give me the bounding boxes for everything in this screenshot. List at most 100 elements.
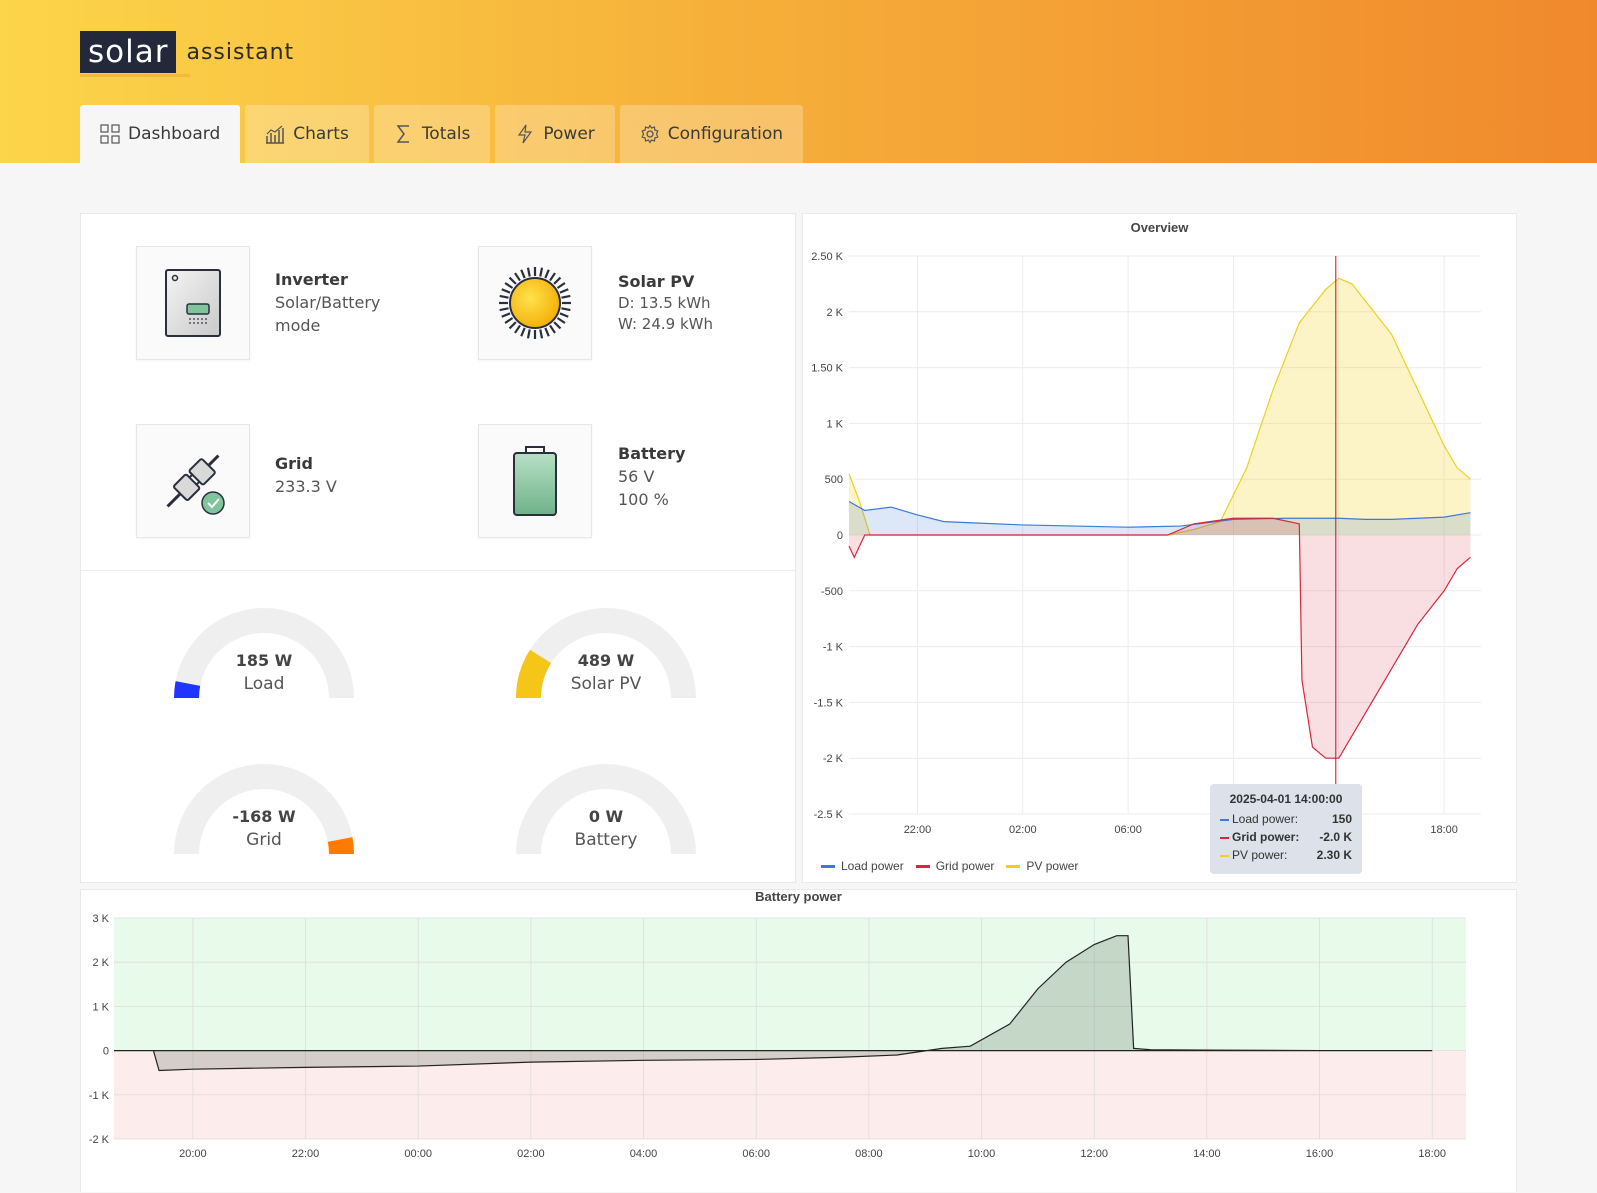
battery-gauge-label: Battery	[574, 830, 638, 850]
solar-pv-daily: D: 13.5 kWh	[618, 294, 711, 312]
overview-grid-series-line	[848, 517, 1471, 759]
solar-pv-card[interactable]	[478, 246, 592, 360]
tab-power-label: Power	[543, 124, 595, 144]
grid-gauge-track	[174, 764, 354, 854]
solar-gauge-fill	[516, 649, 552, 698]
overview-y-tick: -2.5 K	[814, 809, 844, 821]
tooltip-load-value: 150	[1331, 812, 1352, 826]
grid-info: Grid 233.3 V	[275, 452, 337, 498]
legend-pv[interactable]: PV power	[1006, 859, 1078, 873]
battery-x-tick: 18:00	[1418, 1148, 1446, 1160]
inverter-title: Inverter	[275, 270, 348, 289]
sun-icon	[499, 267, 571, 339]
overview-y-tick: 2.50 K	[811, 251, 843, 263]
overview-y-tick: -1 K	[823, 642, 844, 654]
load-gauge-value: 185 W	[235, 651, 293, 670]
load-gauge-label: Load	[243, 674, 285, 694]
overview-chart[interactable]: 2.50 K 2 K 1.50 K 1 K 500 0 -500 -1 K -1.5 K -2 K…	[803, 214, 1516, 854]
tooltip-load-label: Load power:	[1232, 812, 1299, 826]
grid-gauge[interactable]	[169, 759, 359, 859]
battery-x-tick: 20:00	[179, 1148, 207, 1160]
battery-x-tick: 16:00	[1306, 1148, 1334, 1160]
inverter-card[interactable]	[136, 246, 250, 360]
overview-legend: Load power Grid power PV power	[821, 859, 1078, 873]
sigma-icon	[396, 125, 409, 143]
grid-gauge-arc	[174, 764, 354, 854]
legend-load[interactable]: Load power	[821, 859, 904, 873]
battery-x-tick: 00:00	[404, 1148, 432, 1160]
tab-charts[interactable]: Charts	[245, 105, 369, 163]
overview-chart-title: Overview	[1130, 220, 1189, 235]
battery-voltage: 56 V	[618, 467, 655, 486]
load-gauge-fill	[174, 681, 201, 698]
battery-y-tick: 3 K	[92, 913, 109, 925]
app-header: solar assistant Dashboard Charts Totals …	[0, 0, 1597, 163]
dashboard-icon	[100, 124, 120, 144]
overview-y-tick: -500	[821, 586, 843, 598]
overview-load-series-line	[848, 500, 1471, 528]
battery-soc: 100 %	[618, 490, 669, 509]
battery-gauge[interactable]	[511, 759, 701, 859]
inverter-mode-line2: mode	[275, 316, 321, 335]
battery-x-tick: 12:00	[1080, 1148, 1108, 1160]
battery-power-panel: Battery power 3 K 2 K 1 K 0 -1 K -2 K 20:00 22:…	[80, 889, 1517, 1192]
grid-voltage: 233.3 V	[275, 477, 337, 496]
grid-gauge-value: -168 W	[232, 807, 296, 826]
bolt-icon	[518, 124, 533, 144]
tab-configuration[interactable]: Configuration	[619, 105, 804, 163]
battery-power-chart[interactable]: 3 K 2 K 1 K 0 -1 K -2 K 20:00 22:00 00:00 02:00 04…	[81, 890, 1516, 1193]
tooltip-grid-row: Grid power: -2.0 K	[1220, 828, 1352, 846]
tab-dashboard-label: Dashboard	[128, 124, 221, 144]
tooltip-grid-label: Grid power:	[1232, 830, 1300, 844]
battery-x-tick: 02:00	[517, 1148, 545, 1160]
overview-load-series-area	[849, 501, 1471, 535]
battery-gauge-value: 0 W	[588, 807, 624, 826]
overview-x-tick: 06:00	[1114, 824, 1142, 836]
tooltip-time: 2025-04-01 14:00:00	[1229, 792, 1343, 806]
tab-totals[interactable]: Totals	[373, 105, 491, 163]
overview-x-tick: 18:00	[1430, 824, 1458, 836]
grid-gauge-label: Grid	[246, 830, 282, 850]
battery-x-tick: 22:00	[292, 1148, 320, 1160]
solar-pv-info: Solar PV D: 13.5 kWh W: 24.9 kWh	[618, 270, 713, 335]
grid-title: Grid	[275, 454, 313, 473]
load-gauge[interactable]	[169, 603, 359, 703]
battery-y-tick: 2 K	[92, 957, 109, 969]
tooltip-pv-value: 2.30 K	[1316, 848, 1352, 862]
solar-gauge[interactable]	[511, 603, 701, 703]
tab-dashboard[interactable]: Dashboard	[80, 105, 241, 163]
solar-gauge-value: 489 W	[577, 651, 635, 670]
battery-series-line	[114, 935, 1433, 1072]
overview-y-tick: 1 K	[826, 418, 843, 430]
battery-chart-title: Battery power	[755, 889, 842, 904]
grid-card[interactable]	[136, 424, 250, 538]
battery-y-tick: -2 K	[89, 1134, 110, 1146]
solar-assistant-logo[interactable]: solar assistant	[80, 30, 294, 77]
legend-load-label: Load power	[841, 859, 904, 873]
overview-x-tick: 02:00	[1009, 824, 1037, 836]
overview-y-tick: -1.5 K	[814, 697, 844, 709]
tab-power[interactable]: Power	[495, 105, 615, 163]
battery-x-tick: 04:00	[630, 1148, 658, 1160]
overview-y-tick: 1.50 K	[811, 363, 843, 375]
solar-pv-title: Solar PV	[618, 272, 695, 291]
solar-gauge-arc	[516, 608, 696, 698]
tab-charts-label: Charts	[293, 124, 349, 144]
battery-y-tick: -1 K	[89, 1090, 110, 1102]
solar-gauge-track	[516, 608, 696, 698]
status-divider	[81, 570, 795, 571]
tab-totals-label: Totals	[421, 124, 471, 144]
overview-y-tick: -2 K	[823, 753, 844, 765]
battery-card[interactable]	[478, 424, 592, 538]
tooltip-grid-value: -2.0 K	[1319, 830, 1352, 844]
grid-plug-icon	[166, 454, 225, 515]
tab-configuration-label: Configuration	[667, 124, 784, 144]
tooltip-pv-row: PV power: 2.30 K	[1220, 846, 1352, 864]
battery-x-tick: 10:00	[968, 1148, 996, 1160]
inverter-mode-line1: Solar/Battery	[275, 293, 381, 312]
battery-y-tick: 1 K	[92, 1001, 109, 1013]
overview-tooltip: 2025-04-01 14:00:00 Load power: 150 Grid …	[1210, 784, 1362, 874]
legend-grid[interactable]: Grid power	[915, 859, 994, 873]
solar-pv-weekly: W: 24.9 kWh	[618, 315, 713, 333]
battery-gauge-track	[516, 764, 696, 854]
